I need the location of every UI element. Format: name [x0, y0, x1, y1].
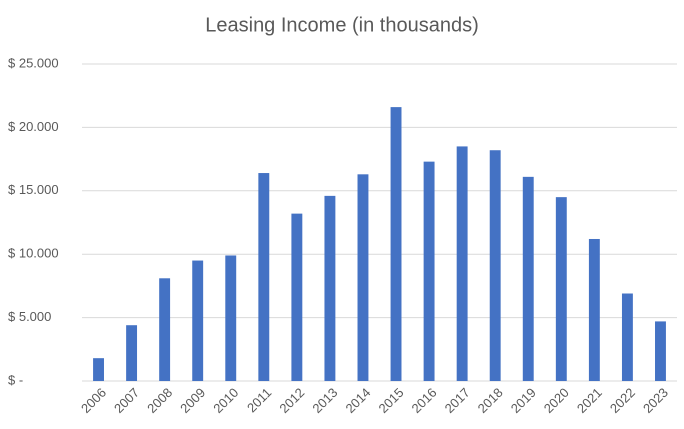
- x-tick-label: 2016: [409, 385, 440, 416]
- y-tick-label: $ 15.000: [8, 182, 59, 197]
- bar: [324, 195, 336, 381]
- chart-title: Leasing Income (in thousands): [205, 14, 479, 36]
- x-tick-label: 2020: [541, 385, 572, 416]
- bar: [291, 213, 303, 381]
- x-tick-label: 2006: [78, 385, 109, 416]
- x-tick-label: 2010: [210, 385, 241, 416]
- x-tick-label: 2007: [111, 385, 142, 416]
- bar: [126, 325, 138, 381]
- bar: [423, 161, 435, 381]
- bar: [588, 238, 600, 381]
- bar: [357, 174, 369, 381]
- x-tick-label: 2014: [342, 385, 373, 416]
- bar: [522, 176, 534, 381]
- x-tick-label: 2009: [177, 385, 208, 416]
- bar: [456, 146, 468, 381]
- bar: [489, 150, 501, 381]
- y-tick-label: $ 5.000: [8, 309, 51, 324]
- x-tick-label: 2021: [574, 385, 605, 416]
- x-tick-label: 2008: [144, 385, 175, 416]
- bar: [225, 255, 237, 381]
- bar: [192, 260, 204, 381]
- bar: [390, 107, 402, 381]
- y-tick-label: $ 25.000: [8, 55, 59, 70]
- bar: [555, 197, 567, 381]
- x-tick-label: 2013: [309, 385, 340, 416]
- x-tick-label: 2023: [640, 385, 671, 416]
- x-tick-label: 2012: [276, 385, 307, 416]
- x-tick-label: 2011: [244, 385, 274, 415]
- x-tick-label: 2018: [475, 385, 506, 416]
- bar: [655, 321, 666, 381]
- bar: [621, 293, 633, 381]
- x-tick-label: 2022: [607, 385, 638, 416]
- bar: [159, 278, 171, 381]
- bar: [93, 358, 104, 381]
- y-tick-label: $ 10.000: [8, 246, 59, 261]
- y-tick-label: $ 20.000: [8, 119, 59, 134]
- x-tick-label: 2019: [508, 385, 539, 416]
- bar: [258, 173, 270, 381]
- x-tick-label: 2017: [442, 385, 473, 416]
- y-tick-label: $ -: [8, 372, 23, 387]
- x-tick-label: 2015: [376, 385, 407, 416]
